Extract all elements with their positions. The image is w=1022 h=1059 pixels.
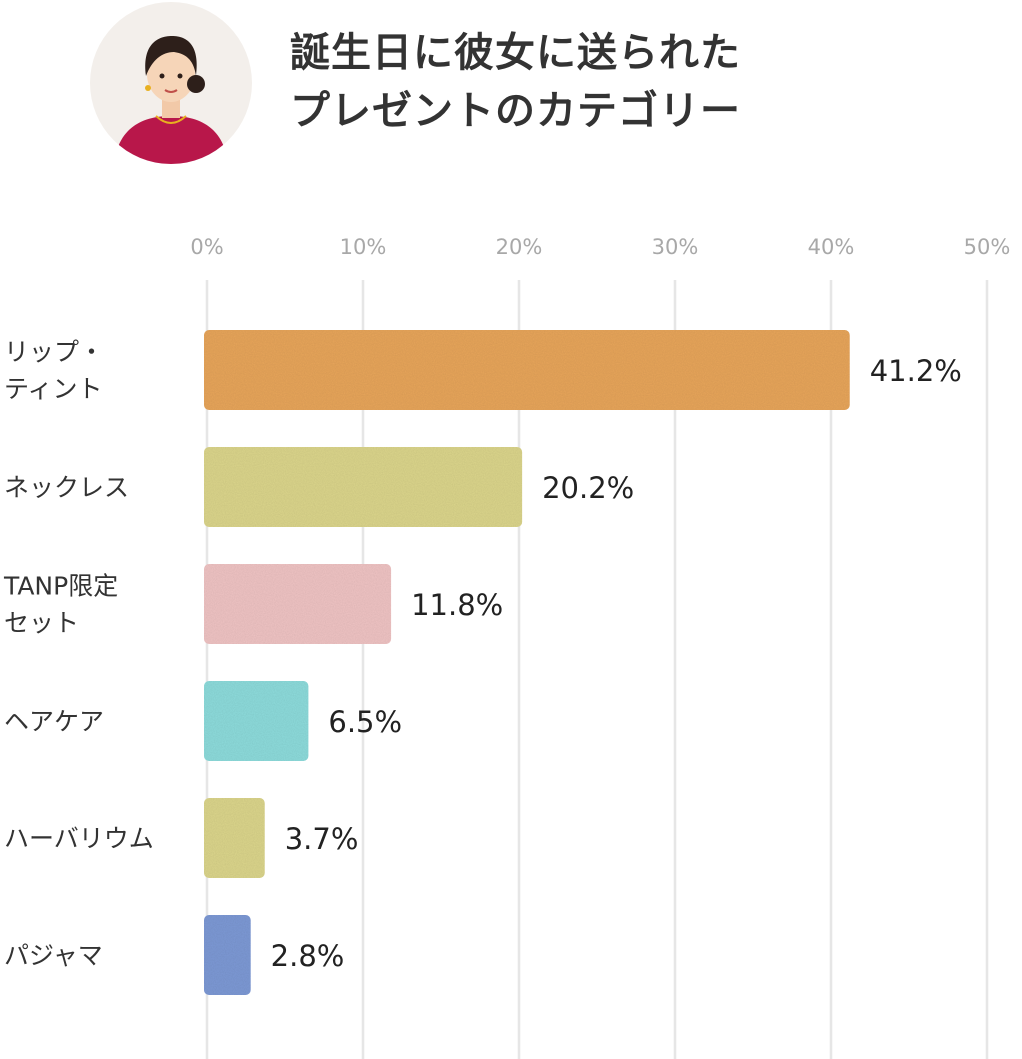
data-label: 3.7% <box>285 822 359 856</box>
data-label: 11.8% <box>411 588 503 622</box>
data-label: 2.8% <box>271 939 345 973</box>
category-label: ネックレス <box>4 473 129 502</box>
data-label: 6.5% <box>328 705 402 739</box>
category-label: リップ・ <box>4 338 104 367</box>
x-tick-label: 0% <box>190 235 223 259</box>
data-label: 41.2% <box>870 354 962 388</box>
x-tick-label: 20% <box>496 235 543 259</box>
bar <box>204 447 523 527</box>
bar <box>204 564 392 644</box>
x-tick-label: 30% <box>652 235 699 259</box>
axis-ticks: 0% 10% 20% 30% 40% 50% <box>190 235 1010 259</box>
category-label: TANP限定 <box>3 572 118 601</box>
x-tick-label: 10% <box>340 235 387 259</box>
title-line-2: プレゼントのカテゴリー <box>290 88 741 134</box>
x-tick-label: 40% <box>808 235 855 259</box>
bar <box>204 915 251 995</box>
bar <box>204 330 850 410</box>
title-line-1: 誕生日に彼女に送られた <box>290 30 741 76</box>
page-title: 誕生日に彼女に送られた プレゼントのカテゴリー <box>290 24 741 140</box>
bar <box>204 681 309 761</box>
category-label: パジャマ <box>4 941 103 970</box>
category-label: ティント <box>4 375 103 404</box>
bar-chart: 0% 10% 20% 30% 40% 50% 41.2% リップ・ティント 20.2% ネックレ… <box>3 235 1010 1059</box>
category-label: ヘアケア <box>4 707 104 736</box>
data-label: 20.2% <box>542 471 634 505</box>
woman-avatar-icon <box>90 2 252 164</box>
x-tick-label: 50% <box>964 235 1011 259</box>
category-label: ハーバリウム <box>4 824 154 853</box>
bar <box>204 798 265 878</box>
category-label: セット <box>4 609 79 638</box>
